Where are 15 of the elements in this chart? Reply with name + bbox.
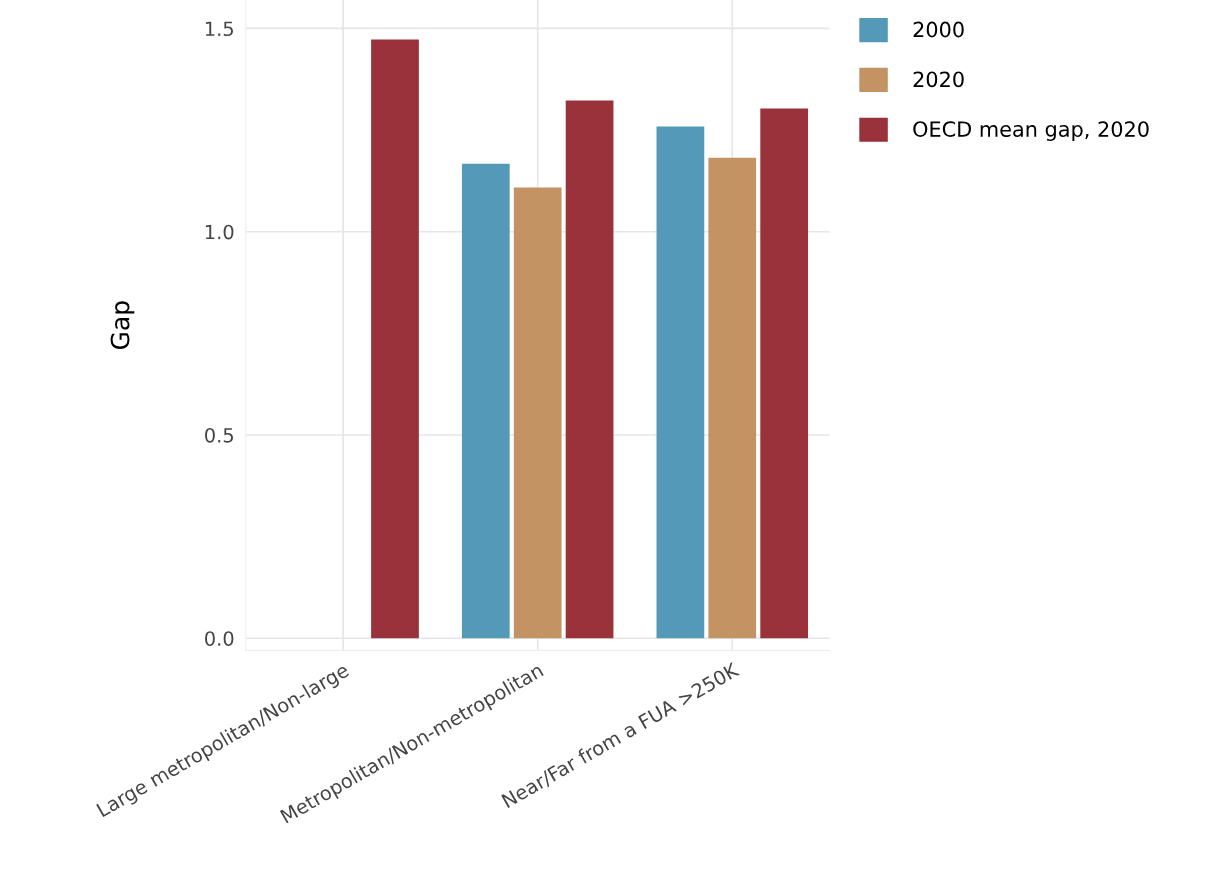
bar [656,126,705,639]
legend-label: 2020 [913,71,964,88]
y-tick-label: 0.5 [205,427,233,443]
legend-label: OECD mean gap, 2020 [913,121,1149,141]
bar [760,108,809,639]
y-tick-label: 1.5 [205,21,233,37]
legend-label: 2000 [913,21,964,38]
y-tick-label: 0.0 [205,631,234,646]
y-tick-label: 1.0 [205,224,234,240]
bar [371,39,419,639]
bar [513,187,562,639]
bar [565,100,614,639]
bar [461,163,510,639]
bar [708,157,757,639]
y-axis-title: Gap [110,301,135,350]
